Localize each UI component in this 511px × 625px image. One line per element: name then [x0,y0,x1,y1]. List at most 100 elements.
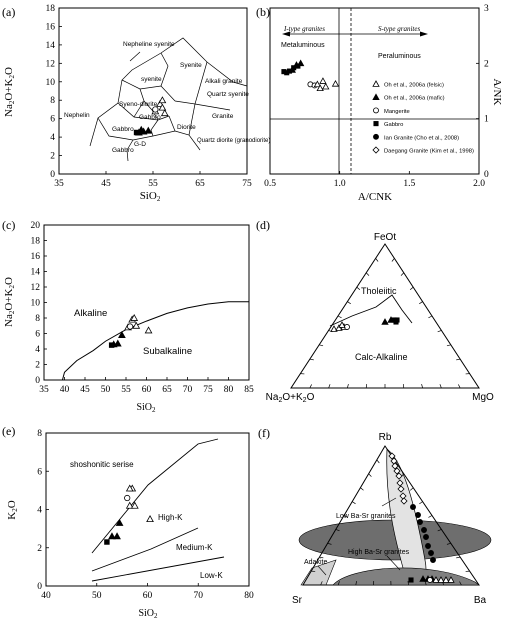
panel-b-x-label: A/CNK [358,191,392,203]
field-label-gabbro-2: Gabbro [112,126,134,133]
panel-f-high-label: High Ba-Sr granites [348,549,410,556]
field-label-gabbro-3: Gabbro [112,147,134,154]
panel-c-axis-ticks: 35 40 45 50 55 60 65 70 75 80 85 0 2 4 6 8 10 12 14 16 18 20 [31,221,255,395]
y-tick-label: 18 [46,4,56,14]
field-label-gd: G-D [134,141,146,148]
panel-b-itype-label: I-type granites [283,25,325,33]
panel-b-data-points [281,59,340,92]
ternary-tick [439,384,442,389]
diamond-open-point [397,485,405,493]
panel-d-apex-alkali: Na2O+K2O [266,392,315,404]
triangle-open-point [330,325,338,332]
panel-e-axis-ticks: 40 50 60 70 80 0 2 4 6 8 [37,429,254,601]
panel-c-alkaline-diagram: (c) 35 40 45 50 55 60 65 70 75 80 85 0 2 4 6 8 10 12 14 16 1… [2,218,254,414]
panel-b-acnk-diagram: (b) 0.5 1.0 1.5 2.00 1 2 3 I-type granites S-t… [256,4,503,203]
x-tick-label: 50 [92,591,102,601]
legend-marker-square-filled [373,121,379,127]
panel-b-peraluminous-label: Peraluminous [378,53,421,60]
ternary-tick [428,315,433,319]
triangle-open-point [125,501,134,509]
square-filled-point [284,70,290,76]
ternary-tick [352,501,356,505]
triangle-open-point [132,321,141,329]
panel-c-data-points [108,313,153,348]
field-line-outer [89,37,248,147]
ternary-tick [335,529,340,532]
triangle-open-point [130,313,139,321]
ternary-tick [456,556,461,559]
diamond-open-point [388,452,396,460]
ternary-tick [419,301,423,305]
y-tick-label: 2 [484,59,489,69]
ternary-tick [375,258,379,262]
y-tick-label: 0 [37,582,42,592]
ternary-tick [421,384,423,389]
triangle-filled-point [288,66,296,73]
ternary-tick [309,358,314,361]
triangle-filled-point [113,532,121,540]
boundary-shoshonitic [91,438,219,554]
field-label-nephelin: Nephelin [64,112,90,119]
panel-b-stype-label: S-type granites [378,25,420,33]
circle-filled-point [430,557,436,563]
ternary-tick [319,344,324,347]
panel-b-arrow-left-head [282,31,290,37]
x-tick-label: 35 [54,179,64,189]
ternary-tick [456,358,461,361]
panel-e-frame [45,432,250,587]
y-tick-label: 16 [31,252,41,262]
diamond-open-point [391,462,399,470]
ternary-tick [347,301,351,305]
panel-f-adakite-label: Adakite [304,559,327,566]
field-label-quartz-diorite: Quartz diorite (granodiorite) [197,138,270,144]
triangle-open-point [331,79,340,87]
panel-e-series-boundaries [91,438,225,582]
circle-open-point [124,494,131,502]
triangle-filled-point [381,318,389,325]
triangle-open-point [313,80,322,88]
x-tick-label: 80 [244,591,254,601]
square-filled-point [286,68,293,74]
y-tick-label: 4 [37,506,42,516]
ternary-tick [365,383,368,389]
panel-d-apex-mgo: MgO [472,392,494,403]
field-label-syenite: Syenite [180,62,202,69]
ternary-tick [360,487,364,491]
circle-filled-point [425,543,431,549]
panel-e-y-label: K2O [6,500,19,519]
ternary-tick [446,344,451,347]
panel-b-arrow-right-head [420,31,428,37]
x-tick-label: 40 [41,591,51,601]
y-tick-label: 0 [50,170,55,180]
field-label-syenite-inner: syenite [141,76,162,83]
panel-d-letter: (d) [256,218,270,232]
y-tick-label: 10 [46,78,56,88]
y-tick-label: 12 [31,283,41,293]
panel-d-calc-alkaline-label: Calc-Alkaline [355,352,408,362]
panel-f-pointer-high [386,555,401,571]
panel-a-data-points [133,96,169,136]
panel-b-axis-ticks: 0.5 1.0 1.5 2.00 1 2 3 [264,4,489,189]
x-tick-label: 55 [121,385,131,395]
triangle-open-point [447,576,455,583]
panel-f-data-points [388,452,455,583]
ternary-tick [459,581,462,586]
diamond-open-point [393,467,401,475]
panel-c-letter: (c) [2,218,15,232]
panel-f-rb-sr-ba-ternary: (f) Low Ba-Sr granites High Ba-Sr granit… [258,426,492,606]
field-line-granite [194,103,231,111]
panel-c-y-label: Na2O+K2O [3,277,16,327]
field-line-gabbro-low [126,139,134,162]
panel-f-letter: (f) [258,426,270,440]
y-tick-label: 3 [484,4,489,14]
circle-filled-point [423,534,429,540]
x-tick-label: 50 [101,385,111,395]
triangle-filled-point [108,532,116,540]
triangle-open-point [432,576,440,583]
legend-marker-diamond-open [372,146,380,154]
y-tick-label: 0 [484,170,489,180]
y-tick-label: 14 [46,41,56,51]
ternary-tick [365,272,370,276]
x-tick-label: 0.5 [264,179,276,189]
triangle-open-point [316,84,324,92]
